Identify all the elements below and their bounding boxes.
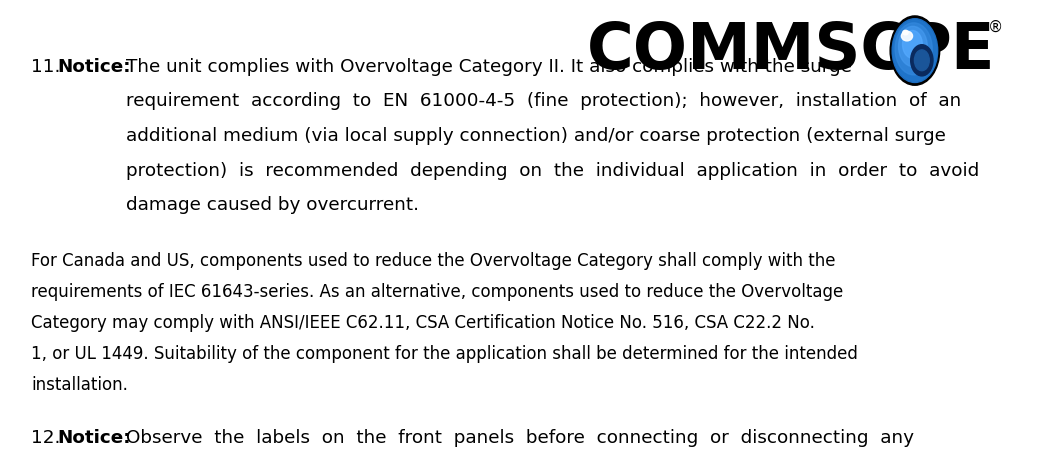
Circle shape	[892, 18, 938, 82]
Text: additional medium (via local supply connection) and/or coarse protection (extern: additional medium (via local supply conn…	[126, 127, 945, 145]
Text: COMMSC: COMMSC	[587, 20, 909, 82]
Text: damage caused by overcurrent.: damage caused by overcurrent.	[126, 196, 419, 214]
Ellipse shape	[902, 30, 909, 35]
Circle shape	[893, 20, 937, 81]
Text: Notice:: Notice:	[58, 429, 131, 447]
Text: requirements of IEC 61643-series. As an alternative, components used to reduce t: requirements of IEC 61643-series. As an …	[31, 283, 844, 301]
Circle shape	[895, 23, 933, 75]
Text: protection)  is  recommended  depending  on  the  individual  application  in  o: protection) is recommended depending on …	[126, 162, 979, 180]
Text: For Canada and US, components used to reduce the Overvoltage Category shall comp: For Canada and US, components used to re…	[31, 252, 836, 270]
Text: PE: PE	[904, 20, 996, 82]
Circle shape	[902, 30, 922, 58]
Text: ®: ®	[988, 19, 1003, 35]
Ellipse shape	[901, 31, 913, 41]
Circle shape	[911, 45, 933, 76]
Circle shape	[915, 50, 930, 71]
Text: Notice:: Notice:	[58, 58, 131, 76]
Text: Observe  the  labels  on  the  front  panels  before  connecting  or  disconnect: Observe the labels on the front panels b…	[126, 429, 914, 447]
Text: requirement  according  to  EN  61000-4-5  (fine  protection);  however,  instal: requirement according to EN 61000-4-5 (f…	[126, 92, 961, 110]
Text: installation.: installation.	[31, 376, 128, 394]
Circle shape	[898, 26, 927, 67]
Text: 12.: 12.	[31, 429, 61, 447]
Text: Category may comply with ANSI/IEEE C62.11, CSA Certification Notice No. 516, CSA: Category may comply with ANSI/IEEE C62.1…	[31, 314, 815, 332]
Text: 11.: 11.	[31, 58, 61, 76]
Circle shape	[890, 16, 940, 85]
Text: The unit complies with Overvoltage Category II. It also complies with the surge: The unit complies with Overvoltage Categ…	[126, 58, 852, 76]
Text: 1, or UL 1449. Suitability of the component for the application shall be determi: 1, or UL 1449. Suitability of the compon…	[31, 345, 858, 363]
